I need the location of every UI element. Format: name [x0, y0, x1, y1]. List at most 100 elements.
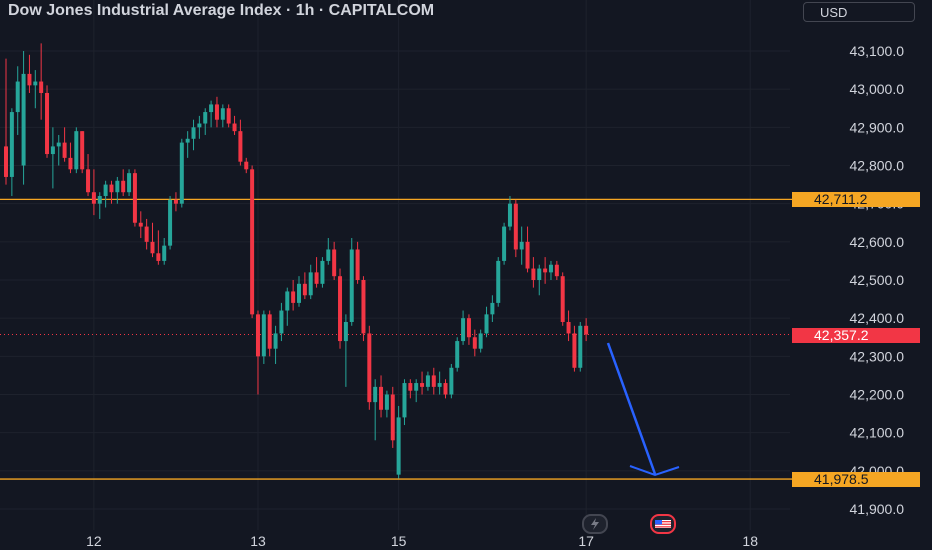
time-tick-label: 12 — [86, 533, 102, 549]
candle-body — [355, 249, 360, 280]
price-tick-label: 42,800.0 — [850, 158, 905, 174]
candle-body — [548, 264, 553, 273]
candle-body — [484, 314, 489, 334]
price-tick-label: 42,500.0 — [850, 272, 905, 288]
price-tick-label: 43,000.0 — [850, 81, 905, 97]
price-tick-label: 43,100.0 — [850, 43, 905, 59]
time-tick-label: 18 — [742, 533, 758, 549]
candle-body — [39, 81, 44, 93]
candle-body — [332, 249, 337, 277]
candle-body — [425, 375, 430, 387]
candle-body — [531, 268, 536, 280]
candle-body — [168, 199, 173, 246]
candle-body — [572, 333, 577, 368]
candle-body — [367, 333, 372, 403]
candle-body — [314, 272, 319, 284]
candle-body — [554, 264, 559, 277]
arrow-head — [629, 465, 680, 477]
candle-body — [297, 283, 301, 303]
candle-body — [150, 241, 155, 254]
time-tick-label: 17 — [578, 533, 594, 549]
candle-body — [273, 333, 278, 349]
candle-body — [27, 73, 32, 86]
candle-body — [396, 417, 401, 475]
candle-body — [238, 131, 243, 162]
grid-lines — [0, 0, 790, 530]
price-tick-label: 42,400.0 — [850, 310, 905, 326]
candle-body — [214, 104, 219, 120]
candle-body — [203, 112, 208, 124]
candle-body — [431, 375, 436, 387]
candle-body — [320, 260, 325, 284]
candle-body — [478, 333, 483, 349]
candle-body — [197, 123, 202, 128]
lower-level-price-tag: 41,978.5 — [792, 472, 920, 488]
candle-body — [121, 180, 126, 193]
candle-body — [132, 173, 137, 223]
price-tick-label: 42,600.0 — [850, 234, 905, 250]
price-tick-label: 42,900.0 — [850, 119, 905, 135]
candle-body — [308, 272, 313, 296]
candle-body — [437, 383, 442, 387]
lightning-event-icon[interactable] — [582, 514, 608, 534]
candle-body — [138, 222, 143, 227]
candle-body — [285, 291, 290, 311]
candle-body — [220, 108, 225, 120]
chart-title: Dow Jones Industrial Average Index · 1h … — [8, 2, 435, 19]
price-tick-label: 42,100.0 — [850, 425, 905, 441]
candle-body — [326, 249, 331, 261]
candle-body — [62, 142, 67, 158]
candle-body — [21, 73, 26, 166]
candle-body — [50, 146, 55, 155]
candle-body — [408, 383, 413, 391]
time-tick-label: 15 — [391, 533, 407, 549]
candle-body — [461, 318, 466, 342]
candle-body — [507, 203, 512, 227]
candle-body — [525, 241, 530, 269]
candle-body — [80, 131, 85, 170]
candle-body — [466, 318, 471, 338]
candle-body — [490, 302, 495, 315]
price-tick-label: 41,900.0 — [850, 501, 905, 517]
us-flag-event-icon[interactable] — [650, 514, 676, 534]
candle-body — [578, 325, 583, 368]
arrow-shaft — [606, 342, 657, 475]
candle-body — [244, 161, 249, 170]
candle-body — [68, 157, 73, 170]
candle-body — [349, 249, 354, 322]
candle-body — [343, 321, 348, 342]
candle-body — [302, 283, 307, 296]
candle-body — [250, 169, 255, 315]
candle-body — [513, 203, 518, 250]
candle-body — [255, 314, 260, 357]
candle-body — [502, 226, 507, 261]
candles — [4, 43, 589, 479]
candle-body — [179, 142, 184, 204]
candle-body — [449, 367, 454, 395]
candle-body — [232, 123, 237, 132]
candle-body — [443, 383, 448, 395]
candle-body — [338, 276, 343, 342]
forecast-arrow[interactable] — [606, 342, 680, 477]
candle-body — [91, 192, 96, 204]
horizontal-levels[interactable] — [0, 198, 792, 480]
candle-body — [185, 138, 190, 143]
candle-body — [519, 241, 524, 250]
candle-body — [455, 341, 460, 368]
candle-body — [9, 112, 14, 177]
upper-level-price-tag: 42,711.2 — [792, 192, 920, 208]
candle-body — [86, 169, 91, 193]
candle-body — [496, 260, 501, 303]
time-axis[interactable]: 12 13 15 17 18 — [86, 533, 758, 549]
candle-body — [103, 184, 108, 197]
candle-body — [560, 276, 565, 322]
candle-body — [543, 268, 548, 273]
last-price-tag: 42,357.2 — [792, 327, 920, 343]
candle-body — [537, 268, 542, 280]
candle-body — [384, 394, 389, 410]
candle-body — [127, 173, 132, 193]
currency-selector[interactable]: USD — [803, 2, 915, 22]
candle-body — [226, 108, 231, 124]
candle-body — [566, 321, 571, 334]
